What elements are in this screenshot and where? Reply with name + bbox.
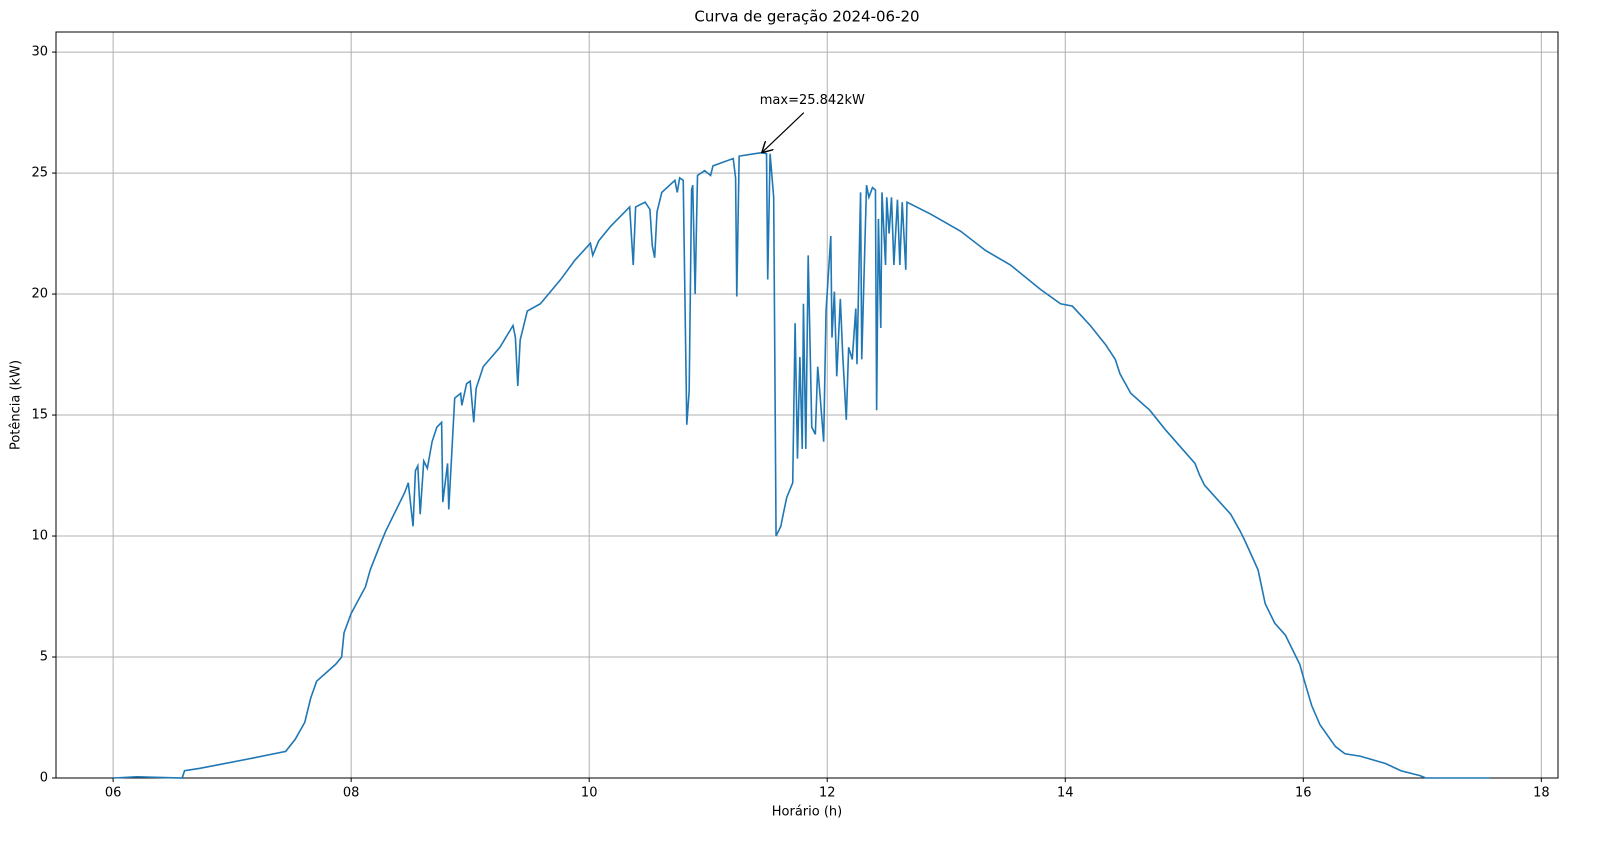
- x-tick-label: 08: [343, 786, 360, 801]
- x-tick-label: 06: [105, 786, 122, 801]
- y-axis-label: Potência (kW): [9, 360, 24, 450]
- y-tick-label: 30: [31, 45, 48, 60]
- x-tick-label: 14: [1057, 786, 1074, 801]
- y-tick-label: 10: [31, 529, 48, 544]
- x-tick-label: 10: [581, 786, 598, 801]
- y-tick-label: 0: [40, 771, 48, 786]
- y-tick-label: 5: [40, 650, 48, 665]
- plot-frame: [55, 31, 1559, 779]
- x-tick-label: 18: [1533, 786, 1550, 801]
- y-tick-label: 15: [31, 408, 48, 423]
- y-tick-label: 25: [31, 166, 48, 181]
- x-tick-label: 16: [1295, 786, 1312, 801]
- line: [113, 151, 1491, 779]
- y-tick-label: 20: [31, 287, 48, 302]
- annotation-arrow: [762, 112, 805, 153]
- x-tick-label: 12: [819, 786, 836, 801]
- x-axis-label: Horário (h): [772, 805, 842, 820]
- chart-title: Curva de geração 2024-06-20: [694, 8, 919, 26]
- annotation-text: max=25.842kW: [760, 93, 865, 108]
